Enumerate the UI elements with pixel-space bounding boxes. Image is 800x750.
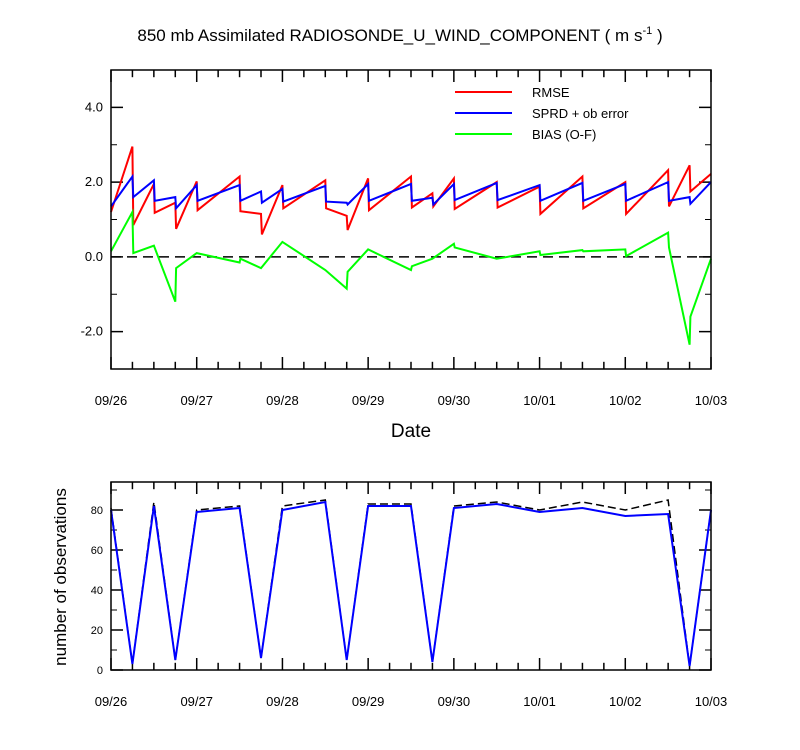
bottom-series-group [110,499,712,667]
legend: RMSE SPRD + ob error BIAS (O-F) [455,85,629,142]
x-tick-label: 09/30 [438,694,471,709]
series-line-possible [110,499,712,667]
y-tick-label: 80 [91,505,103,517]
top-plot-frame [110,69,712,370]
x-tick-label: 10/01 [523,393,556,408]
y-tick-label: 20 [91,625,103,637]
bottom-x-tick-labels: 09/26 09/27 09/28 09/29 09/30 10/01 10/02 10/03 [95,694,728,709]
y-axis-title: number of observations [51,488,70,666]
series-line-sprd-ob-error [110,173,712,211]
chart-title: 850 mb Assimilated RADIOSONDE_U_WIND_COM… [137,25,662,45]
legend-label: RMSE [532,85,570,100]
x-tick-label: 09/29 [352,694,385,709]
top-y-tick-labels: -2.0 0.0 2.0 4.0 [81,99,103,338]
x-tick-label: 10/03 [695,393,728,408]
x-tick-label: 09/30 [438,393,471,408]
top-panel: -2.0 0.0 2.0 4.0 09/26 09/27 09/28 09/29 09/30 1… [81,69,728,442]
x-tick-label: 09/28 [266,694,299,709]
top-x-tick-labels: 09/26 09/27 09/28 09/29 09/30 10/01 10/02 10/03 [95,393,728,408]
y-tick-label: 0.0 [85,249,103,264]
bottom-y-tick-labels: 0 20 40 60 80 [91,505,103,677]
x-tick-label: 09/27 [180,393,213,408]
y-tick-label: -2.0 [81,324,103,339]
legend-label: SPRD + ob error [532,106,629,121]
x-tick-label: 09/29 [352,393,385,408]
y-tick-label: 40 [91,585,103,597]
y-tick-label: 4.0 [85,99,103,114]
legend-label: BIAS (O-F) [532,127,596,142]
chart-title-units-sup: -1 [642,25,652,37]
y-tick-label: 60 [91,545,103,557]
bottom-panel: 0 20 40 60 80 09/26 09/27 09/28 09/29 09/30 10/01… [51,481,728,709]
x-tick-label: 09/26 [95,694,128,709]
y-tick-label: 0 [97,665,103,677]
top-series-group [110,146,712,345]
x-tick-label: 10/02 [609,694,642,709]
series-line-bias-o-f [110,208,712,345]
x-tick-label: 10/02 [609,393,642,408]
x-tick-label: 10/03 [695,694,728,709]
x-tick-label: 09/28 [266,393,299,408]
x-axis-title: Date [391,421,431,442]
series-line-used [110,500,712,667]
chart-title-close: ) [652,26,662,45]
y-tick-label: 2.0 [85,174,103,189]
x-tick-label: 10/01 [523,694,556,709]
x-tick-label: 09/27 [180,694,213,709]
bottom-plot-frame [110,481,712,671]
x-tick-label: 09/26 [95,393,128,408]
chart-title-text: 850 mb Assimilated RADIOSONDE_U_WIND_COM… [137,26,642,45]
